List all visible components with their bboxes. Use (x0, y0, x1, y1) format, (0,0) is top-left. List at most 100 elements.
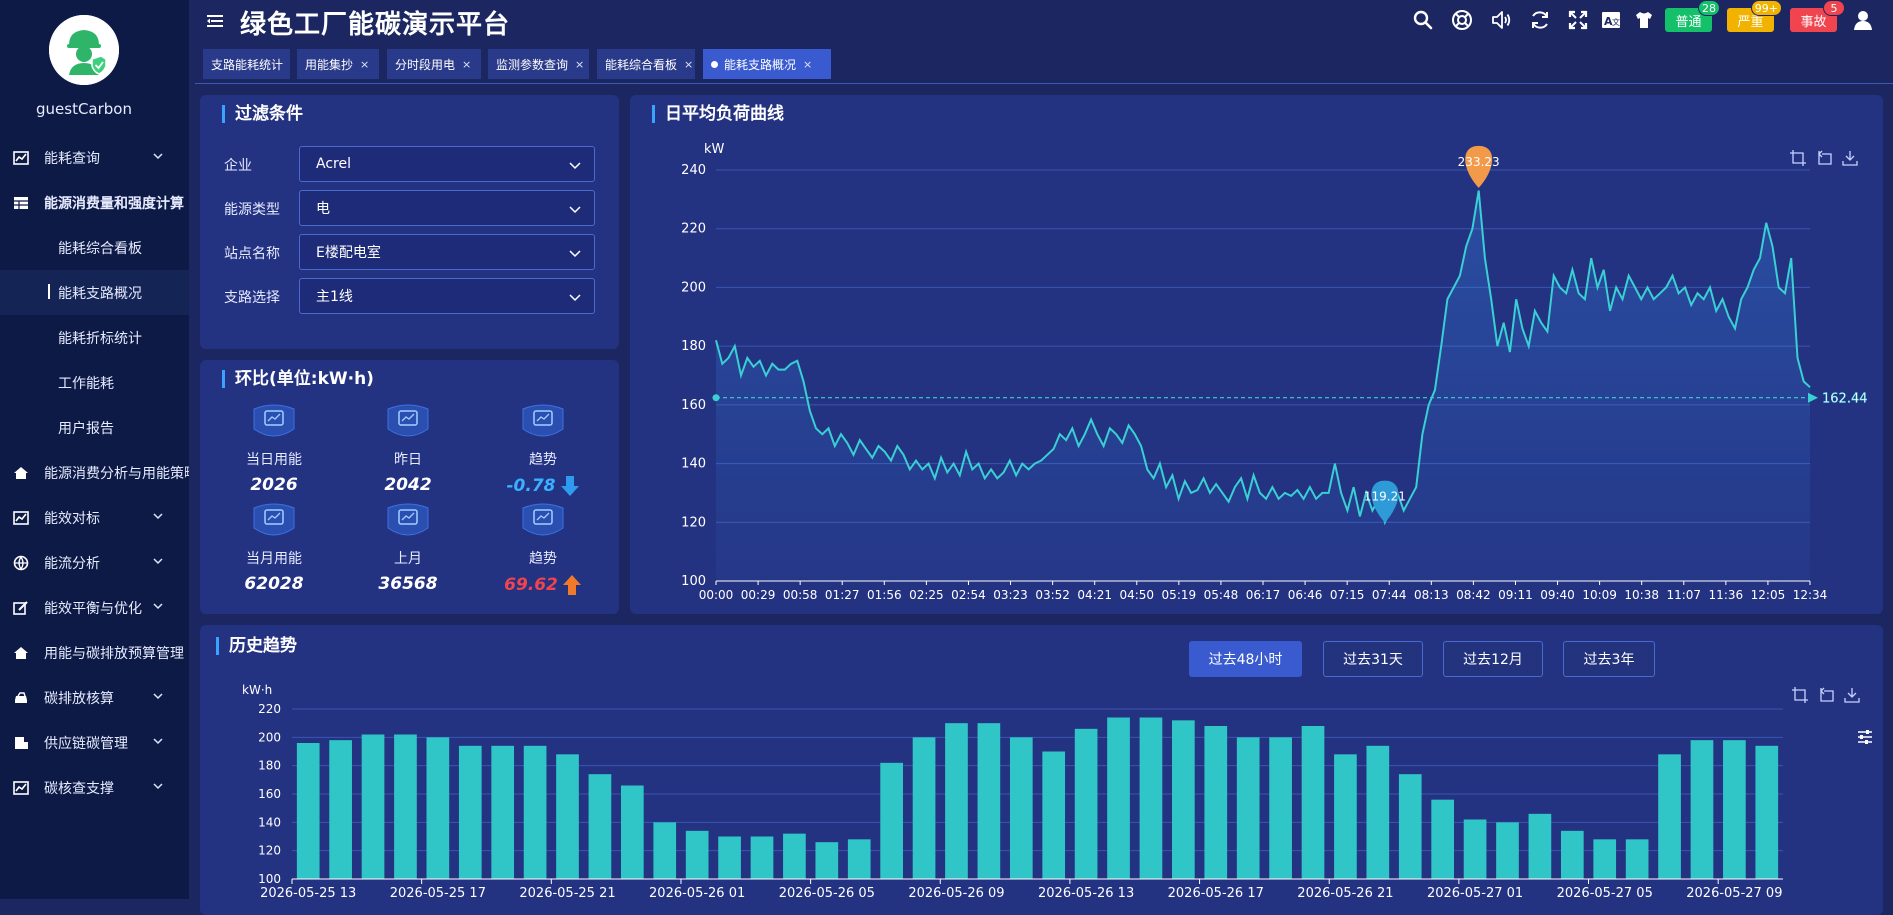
font-size-icon[interactable]: A 文 (1600, 9, 1622, 31)
history-bar[interactable] (880, 762, 903, 879)
history-bar[interactable] (1009, 737, 1033, 879)
alarm-badge-0[interactable]: 普通 28 (1665, 0, 1720, 32)
history-bar[interactable] (426, 737, 450, 879)
history-bar[interactable] (296, 743, 320, 879)
menu-toggle-icon[interactable] (207, 14, 223, 28)
history-bar[interactable] (556, 754, 579, 879)
tab-close-icon[interactable]: × (575, 57, 585, 71)
download-icon[interactable] (1841, 149, 1859, 167)
history-bar[interactable] (1301, 726, 1325, 879)
theme-shirt-icon[interactable] (1633, 9, 1655, 31)
sidebar-item-11[interactable]: 用能与碳排放预算管理 (0, 630, 189, 675)
history-bar[interactable] (1172, 720, 1195, 879)
history-bar[interactable] (1398, 774, 1422, 879)
history-bar[interactable] (361, 734, 385, 880)
tab-3[interactable]: 监测参数查询 × (488, 49, 589, 79)
volume-icon[interactable] (1490, 9, 1512, 31)
sidebar-item-6[interactable]: 用户报告 (0, 405, 189, 450)
history-bar[interactable] (523, 745, 547, 879)
range-button-3[interactable]: 过去3年 (1563, 641, 1655, 677)
history-bar[interactable] (329, 740, 352, 879)
x-tick-label: 00:29 (741, 588, 776, 602)
history-bar[interactable] (1139, 717, 1163, 880)
history-bar[interactable] (1625, 839, 1649, 879)
sidebar-item-8[interactable]: 能效对标 (0, 495, 189, 540)
sidebar-item-14[interactable]: 碳核查支撑 (0, 765, 189, 810)
history-bar[interactable] (1755, 745, 1779, 879)
sidebar-item-10[interactable]: 能效平衡与优化 (0, 585, 189, 630)
sidebar-item-1[interactable]: 能源消费量和强度计算 (0, 180, 189, 225)
tab-close-icon[interactable]: × (803, 57, 813, 71)
download-icon[interactable] (1843, 686, 1861, 704)
sidebar-item-13[interactable]: 供应链碳管理 (0, 720, 189, 765)
refresh-icon[interactable] (1529, 9, 1551, 31)
history-bar[interactable] (1204, 726, 1228, 879)
zoom-select-icon[interactable] (1789, 149, 1807, 167)
history-bar[interactable] (394, 734, 417, 880)
sidebar-item-9[interactable]: 能流分析 (0, 540, 189, 585)
tab-4[interactable]: 能耗综合看板 × (597, 49, 695, 79)
history-bar[interactable] (1236, 737, 1260, 879)
history-bar[interactable] (1366, 745, 1390, 879)
history-bar[interactable] (1723, 740, 1746, 879)
history-bar[interactable] (1042, 751, 1066, 880)
alarm-badge-1[interactable]: 严重 99+ (1727, 0, 1782, 32)
history-bar[interactable] (912, 737, 936, 879)
tab-0[interactable]: 支路能耗统计 (203, 49, 290, 79)
sidebar-item-7[interactable]: 能源消费分析与用能策略 (0, 450, 189, 495)
sidebar-item-3[interactable]: 能耗支路概况 (0, 270, 189, 315)
sidebar-item-0[interactable]: 能耗查询 (0, 135, 189, 180)
history-bar[interactable] (1431, 799, 1455, 879)
alarm-badge-2[interactable]: 事故 5 (1790, 0, 1845, 32)
filter-select-3[interactable]: 主1线 (299, 278, 595, 314)
history-bar[interactable] (1463, 819, 1487, 880)
tab-1[interactable]: 用能集抄 × (297, 49, 379, 79)
sidebar-item-2[interactable]: 能耗综合看板 (0, 225, 189, 270)
range-button-1[interactable]: 过去31天 (1323, 641, 1423, 677)
range-button-0[interactable]: 过去48小时 (1189, 641, 1302, 677)
history-bar[interactable] (1593, 839, 1617, 879)
history-bar[interactable] (945, 723, 968, 879)
history-bar[interactable] (588, 774, 612, 879)
history-bar[interactable] (1528, 813, 1552, 879)
history-bar[interactable] (458, 745, 482, 879)
history-bar[interactable] (783, 833, 806, 879)
history-bar[interactable] (653, 822, 677, 879)
history-bar[interactable] (815, 842, 839, 879)
history-bar[interactable] (977, 723, 1001, 879)
history-bar[interactable] (1658, 754, 1681, 879)
sidebar-item-5[interactable]: 工作能耗 (0, 360, 189, 405)
history-bar[interactable] (750, 836, 774, 880)
filter-select-1[interactable]: 电 (299, 190, 595, 226)
filter-select-0[interactable]: Acrel (299, 146, 595, 182)
sidebar-item-12[interactable]: 碳排放核算 (0, 675, 189, 720)
zoom-reset-icon[interactable] (1817, 686, 1835, 704)
history-bar[interactable] (1496, 822, 1519, 879)
settings-sliders-icon[interactable] (1857, 729, 1873, 745)
history-bar[interactable] (1334, 754, 1357, 879)
filter-select-2[interactable]: E楼配电室 (299, 234, 595, 270)
history-bar[interactable] (491, 745, 515, 879)
zoom-select-icon[interactable] (1791, 686, 1809, 704)
fullscreen-icon[interactable] (1567, 9, 1589, 31)
history-bar[interactable] (718, 836, 741, 880)
zoom-reset-icon[interactable] (1815, 149, 1833, 167)
history-bar[interactable] (1074, 728, 1098, 879)
history-bar[interactable] (1560, 830, 1584, 879)
history-bar[interactable] (1690, 740, 1714, 879)
history-bar[interactable] (847, 839, 871, 879)
user-icon[interactable] (1852, 9, 1874, 31)
search-icon[interactable] (1412, 9, 1434, 31)
tab-2[interactable]: 分时段用电 × (387, 49, 481, 79)
history-bar[interactable] (685, 830, 709, 879)
tab-close-icon[interactable]: × (360, 57, 370, 71)
history-bar[interactable] (1269, 737, 1292, 879)
range-button-2[interactable]: 过去12月 (1443, 641, 1543, 677)
tab-close-icon[interactable]: × (684, 57, 694, 71)
sidebar-item-4[interactable]: 能耗折标统计 (0, 315, 189, 360)
history-bar[interactable] (1107, 717, 1130, 880)
tab-5[interactable]: 能耗支路概况 × (703, 49, 831, 79)
history-bar[interactable] (620, 785, 644, 880)
tab-close-icon[interactable]: × (462, 57, 472, 71)
help-lifebuoy-icon[interactable] (1451, 9, 1473, 31)
